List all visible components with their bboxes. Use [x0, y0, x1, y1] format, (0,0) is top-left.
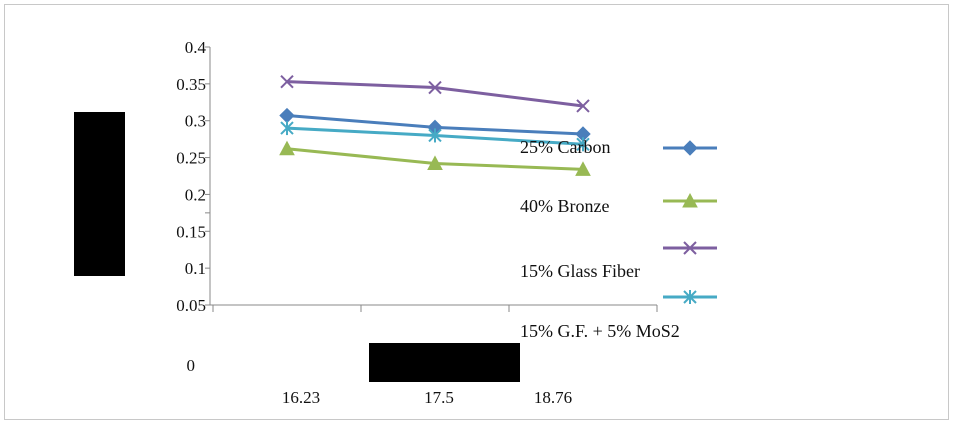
legend-label: 40% Bronze: [520, 196, 609, 216]
data-point: [279, 140, 295, 156]
x-axis-ticks: 16.23 17.5 18.76: [282, 388, 572, 407]
data-point: [575, 161, 591, 176]
y-tick-label: 0.05: [176, 296, 206, 315]
axes: [209, 47, 658, 312]
series-2: [279, 140, 591, 176]
data-point: [280, 74, 294, 89]
data-point: [576, 137, 590, 152]
x-tick-label: 18.76: [534, 388, 572, 407]
data-point: [428, 128, 442, 143]
legend-item: 25% Carbon: [520, 137, 717, 157]
legend-label: 25% Carbon: [520, 137, 610, 157]
legend-item: 15% G.F. + 5% MoS2: [520, 290, 717, 341]
data-point: [683, 241, 697, 255]
data-point: [280, 121, 294, 136]
series-4: [280, 121, 590, 152]
data-point: [682, 192, 698, 208]
y-tick-label: 0.3: [185, 112, 206, 131]
y-tick-label: 0.15: [176, 222, 206, 241]
y-tick-label: 0.25: [176, 149, 206, 168]
series-3: [280, 74, 590, 113]
y-tick-label: 0.35: [176, 75, 206, 94]
data-point: [279, 107, 295, 124]
legend-label: 15% Glass Fiber: [520, 261, 640, 281]
data-point: [427, 155, 443, 170]
y-tick-label: 0.2: [185, 185, 206, 204]
data-point: [428, 80, 442, 95]
series-line: [286, 80, 584, 108]
chart-frame: 0.4 0.35 0.3 0.25 0.2 0.15 0.1 0.05 0 16.23 17.5 1…: [4, 4, 949, 420]
legend-item: 40% Bronze: [520, 192, 717, 216]
y-tick-label: 0.1: [185, 259, 206, 278]
data-point: [683, 290, 697, 304]
x-tick-label: 16.23: [282, 388, 320, 407]
x-tick-label: 17.5: [424, 388, 454, 407]
legend-label: 15% G.F. + 5% MoS2: [520, 321, 680, 341]
y-tick-label: 0.4: [185, 38, 207, 57]
data-point: [576, 99, 590, 113]
redaction-block-bottom: [369, 343, 520, 382]
redaction-block-left: [74, 112, 125, 276]
series-group: [279, 74, 591, 176]
y-zero-label: 0: [187, 356, 196, 375]
data-point: [682, 140, 698, 156]
y-axis-ticks: 0.4 0.35 0.3 0.25 0.2 0.15 0.1 0.05 0: [176, 38, 210, 375]
legend: 25% Carbon 40% Bronze 15% Glass Fiber 15% G…: [520, 137, 717, 341]
legend-item: 15% Glass Fiber: [520, 241, 717, 281]
line-chart: 0.40.350.30.250.20.150.10.050 16.23 17.5 1…: [74, 38, 717, 407]
